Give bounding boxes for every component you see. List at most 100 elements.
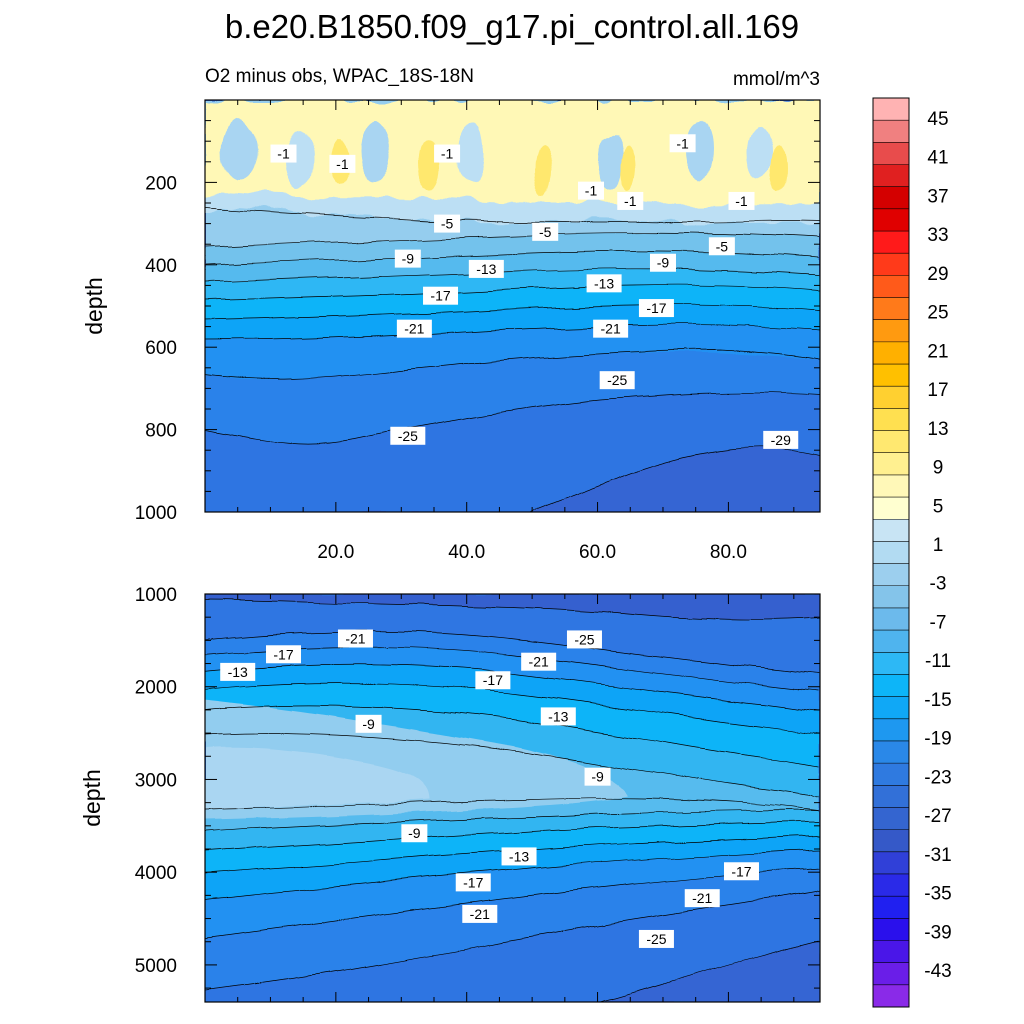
contour-label: -21	[521, 652, 557, 671]
colorbar-label: 13	[927, 419, 948, 440]
colorbar-swatch	[873, 962, 909, 986]
upper-ylabel: depth	[81, 277, 107, 335]
colorbar-swatch	[873, 186, 909, 210]
lower-ylabel: depth	[79, 769, 105, 827]
svg-text:-17: -17	[731, 863, 751, 879]
colorbar-swatch	[873, 231, 909, 254]
units-label: mmol/m^3	[733, 69, 820, 90]
colorbar-swatch	[873, 696, 909, 720]
contour-label: -1	[434, 144, 461, 163]
contour-label: -1	[578, 181, 605, 200]
contour-label: -21	[593, 319, 629, 338]
colorbar-label: -23	[924, 767, 951, 788]
contour-label: -25	[599, 371, 635, 390]
colorbar-swatch	[873, 430, 909, 454]
colorbar-swatch	[873, 785, 909, 808]
svg-text:-21: -21	[529, 654, 549, 670]
svg-text:-21: -21	[404, 321, 424, 337]
svg-text:-17: -17	[430, 288, 450, 304]
colorbar-swatch	[873, 940, 909, 963]
svg-text:-9: -9	[402, 251, 415, 267]
upper-fill	[205, 100, 820, 512]
colorbar-swatch	[873, 98, 909, 121]
colorbar-label: -31	[924, 845, 951, 866]
colorbar-swatch	[873, 607, 909, 631]
y-tick-label: 3000	[135, 770, 177, 791]
contour-label: -9	[401, 824, 428, 843]
lower-axes: 1000 2000 3000 4000 5000	[135, 585, 820, 1002]
contour-label: -5	[532, 222, 559, 241]
colorbar-swatch	[873, 497, 909, 520]
svg-text:-9: -9	[657, 255, 670, 271]
colorbar-swatch	[873, 474, 909, 498]
contour-label: -21	[396, 319, 432, 338]
contour-label: -25	[638, 929, 674, 948]
colorbar-label: 25	[927, 303, 948, 324]
svg-text:-21: -21	[692, 890, 712, 906]
contour-label: -25	[390, 426, 426, 445]
colorbar-swatch	[873, 275, 909, 298]
svg-text:-13: -13	[548, 708, 568, 724]
colorbar-label: 45	[927, 109, 948, 130]
contour-label: -9	[584, 767, 611, 786]
y-tick-label: 2000	[135, 678, 177, 699]
svg-text:-21: -21	[601, 321, 621, 337]
svg-text:-17: -17	[463, 874, 483, 890]
colorbar-swatch	[873, 519, 909, 542]
svg-text:-25: -25	[646, 931, 666, 947]
y-tick-label: 600	[145, 338, 177, 359]
y-tick-label: 1000	[135, 503, 177, 524]
chart-title: b.e20.B1850.f09_g17.pi_control.all.169	[225, 8, 799, 45]
svg-text:-13: -13	[594, 275, 614, 291]
colorbar-swatch	[873, 984, 909, 1008]
contour-label: -1	[329, 154, 356, 173]
colorbar-label: -19	[924, 729, 951, 750]
y-tick-label: 200	[145, 173, 177, 194]
svg-text:-17: -17	[646, 300, 666, 316]
svg-text:-25: -25	[574, 631, 594, 647]
svg-text:-5: -5	[441, 216, 454, 232]
lower-contour-lines	[205, 599, 820, 1002]
colorbar-label: 37	[927, 186, 948, 207]
svg-text:-13: -13	[476, 261, 496, 277]
contour-label: -21	[337, 629, 373, 648]
svg-text:-21: -21	[470, 906, 490, 922]
svg-text:-9: -9	[362, 716, 375, 732]
svg-text:-5: -5	[539, 224, 552, 240]
contour-label: -29	[763, 430, 799, 449]
svg-text:-1: -1	[336, 156, 349, 172]
svg-text:-13: -13	[509, 848, 529, 864]
colorbar-swatch	[873, 120, 909, 143]
colorbar-swatch	[873, 763, 909, 786]
colorbar-swatch	[873, 718, 909, 742]
contour-label: -13	[468, 259, 504, 278]
upper-axes: 20.0 40.0 60.0 80.0 200 400 600 800 1000	[135, 99, 820, 563]
contour-label: -9	[394, 249, 421, 268]
colorbar-label: 1	[933, 535, 944, 556]
svg-text:-17: -17	[273, 646, 293, 662]
contour-label: -1	[270, 144, 297, 163]
y-tick-label: 1000	[135, 585, 177, 606]
lower-contour-labels: -21 -17 -13 -25 -21 -17 -13 -9 -9 -9 -13 -17 -17 -21 -…	[220, 629, 759, 948]
colorbar-swatch	[873, 164, 909, 187]
contour-label: -1	[669, 134, 696, 153]
colorbar-swatch	[873, 740, 909, 764]
colorbar-swatch	[873, 408, 909, 431]
contour-label: -5	[434, 214, 461, 233]
colorbar-swatch	[873, 142, 909, 165]
colorbar-label: -39	[924, 922, 951, 943]
colorbar: 45 41 37 33 29 25 21 17 13 9 5 1 -3 -7 -11 -15 -19 -23 -27…	[872, 97, 952, 1008]
svg-text:-9: -9	[408, 825, 421, 841]
colorbar-swatch	[873, 563, 909, 587]
contour-label: -1	[617, 191, 644, 210]
contour-label: -9	[649, 253, 676, 272]
svg-text:-1: -1	[585, 183, 598, 199]
contour-label: -13	[586, 274, 622, 293]
x-tick-label: 20.0	[317, 542, 354, 563]
contour-label: -17	[455, 873, 491, 892]
contour-label: -13	[540, 707, 576, 726]
svg-text:-29: -29	[771, 432, 791, 448]
svg-text:-5: -5	[716, 238, 729, 254]
